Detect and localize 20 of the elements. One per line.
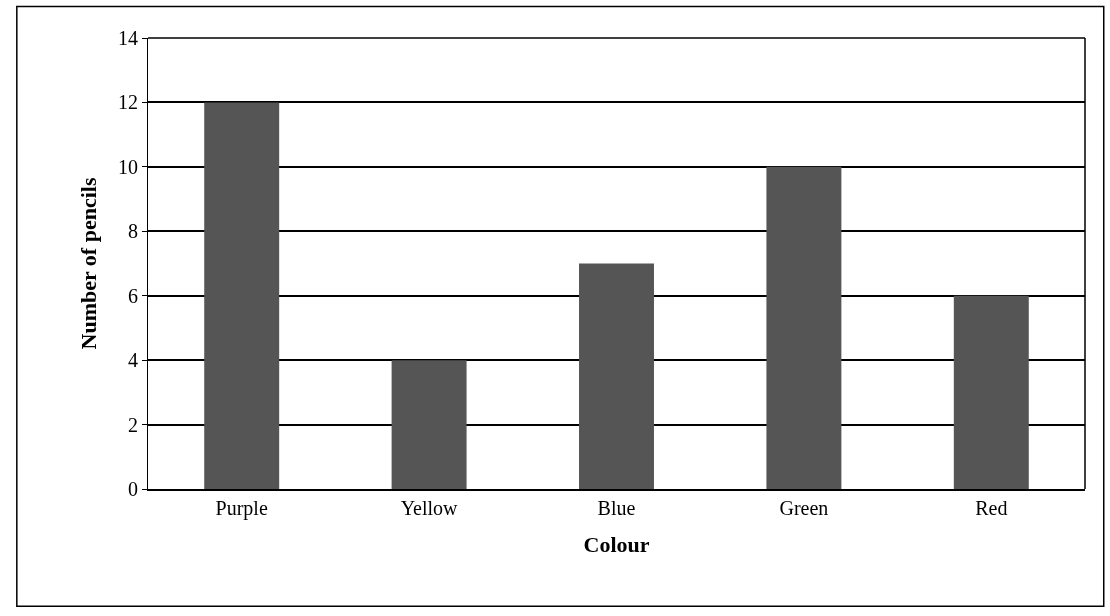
y-tick-label: 6 bbox=[128, 284, 138, 307]
x-tick-label: Yellow bbox=[400, 496, 459, 519]
x-tick-label: Blue bbox=[597, 496, 636, 519]
bar bbox=[204, 102, 280, 489]
y-tick-label: 14 bbox=[118, 27, 138, 49]
bar bbox=[766, 166, 842, 489]
y-tick-label: 12 bbox=[118, 91, 138, 114]
x-tick-label: Green bbox=[779, 496, 829, 519]
y-tick-label: 0 bbox=[128, 478, 138, 500]
x-tick-label: Red bbox=[975, 496, 1008, 519]
y-tick-label: 8 bbox=[128, 220, 138, 243]
y-tick-label: 10 bbox=[118, 155, 138, 178]
bar bbox=[953, 295, 1029, 489]
bar bbox=[391, 360, 467, 489]
y-tick-label: 2 bbox=[128, 413, 138, 436]
x-tick-label: Purple bbox=[215, 496, 268, 520]
y-axis-title: Number of pencils bbox=[75, 177, 101, 350]
x-axis-title: Colour bbox=[583, 532, 650, 558]
y-tick-label: 4 bbox=[128, 349, 138, 372]
bar bbox=[579, 263, 654, 489]
